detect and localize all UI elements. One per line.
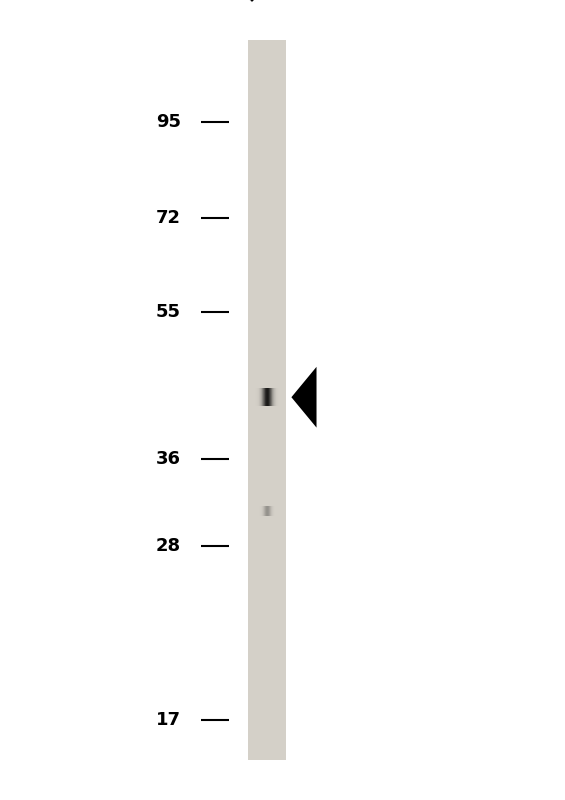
Text: 17: 17 bbox=[156, 710, 181, 729]
Text: 36: 36 bbox=[156, 450, 181, 468]
Bar bbox=[248, 13, 286, 800]
Text: 28: 28 bbox=[156, 538, 181, 555]
Text: 72: 72 bbox=[156, 209, 181, 227]
Text: M.kidney: M.kidney bbox=[240, 0, 324, 5]
Text: 55: 55 bbox=[156, 302, 181, 321]
Text: 95: 95 bbox=[156, 113, 181, 131]
Polygon shape bbox=[292, 367, 316, 428]
